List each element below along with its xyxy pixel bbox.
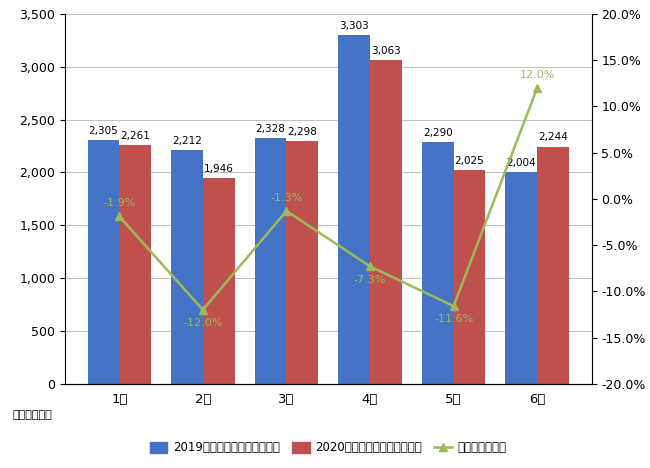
Text: -1.3%: -1.3% [270,193,303,203]
Bar [537,146,569,384]
Bar [422,142,454,384]
Text: 2,212: 2,212 [172,136,202,146]
Text: 3,063: 3,063 [371,46,401,56]
Bar [370,60,402,384]
Bar [203,178,235,384]
Text: -11.6%: -11.6% [434,314,473,324]
Text: 1,946: 1,946 [204,164,234,174]
前年同月増減率 [450,303,458,309]
Text: 2,290: 2,290 [423,128,452,138]
Text: -1.9%: -1.9% [103,198,135,208]
Bar [506,172,537,384]
Text: 2,244: 2,244 [538,132,568,142]
Text: 2,004: 2,004 [506,158,536,168]
Text: 2,025: 2,025 [454,156,484,166]
Text: （単位：人）: （単位：人） [12,410,52,420]
Bar [287,141,318,384]
Bar [255,138,287,384]
Text: 12.0%: 12.0% [519,70,555,80]
Bar [120,145,151,384]
前年同月増減率 [199,307,207,313]
Line: 前年同月増減率: 前年同月増減率 [115,84,541,314]
前年同月増減率 [366,263,374,269]
Text: 3,303: 3,303 [339,21,369,30]
Bar [171,150,203,384]
Text: 2,261: 2,261 [120,131,150,141]
Text: 2,328: 2,328 [255,124,285,134]
前年同月増減率 [533,85,541,91]
Legend: 2019年の新規求職者数（人）, 2020年の新規求職者数（人）, 前年同月増減率: 2019年の新規求職者数（人）, 2020年の新規求職者数（人）, 前年同月増減… [145,437,512,459]
Bar [338,35,370,384]
Text: 2,298: 2,298 [287,127,317,137]
Bar [454,170,486,384]
Text: -12.0%: -12.0% [183,318,222,328]
Text: 2,305: 2,305 [88,126,118,136]
前年同月増減率 [116,214,124,219]
Bar [88,140,120,384]
Text: -7.3%: -7.3% [354,275,386,285]
前年同月増減率 [283,208,291,214]
